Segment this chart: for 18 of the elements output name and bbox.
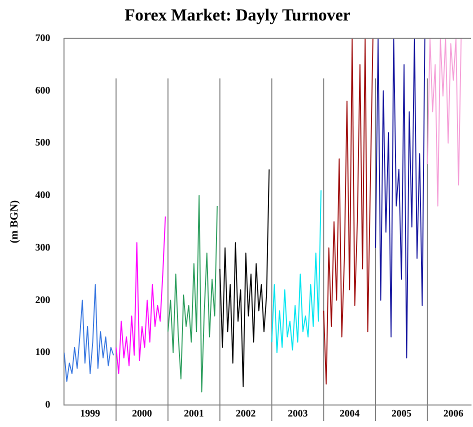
x-tick-label: 1999: [80, 408, 100, 420]
x-tick-label: 2004: [340, 408, 360, 420]
x-tick-label: 2000: [132, 408, 152, 420]
y-tick-label: 400: [35, 190, 50, 202]
y-tick-label: 300: [35, 242, 50, 254]
chart-title: Forex Market: Dayly Turnover: [124, 6, 351, 25]
y-tick-label: 100: [35, 347, 50, 358]
x-tick-label: 2005: [391, 408, 412, 420]
x-tick-label: 2002: [236, 408, 256, 420]
x-tick-label: 2003: [288, 408, 308, 420]
y-tick-label: 500: [35, 138, 50, 149]
y-tick-label: 700: [35, 32, 50, 44]
x-tick-label: 2001: [184, 408, 204, 420]
y-tick-label: 0: [45, 400, 50, 411]
x-tick-label: 2006: [443, 408, 464, 420]
y-tick-label: 600: [35, 85, 50, 96]
y-tick-label: 200: [35, 294, 50, 306]
y-axis-title: (m BGN): [8, 200, 20, 244]
